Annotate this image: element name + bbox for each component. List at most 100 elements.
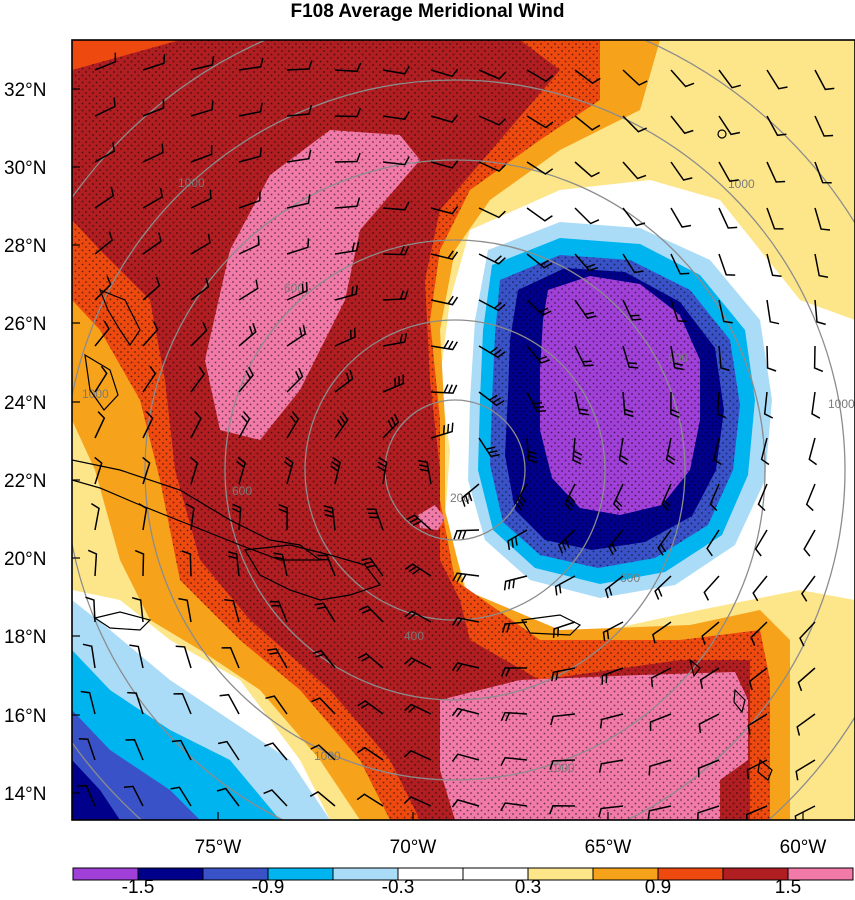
wind-barb: [278, 504, 288, 531]
southwest-negative-inner: [72, 710, 200, 820]
colorbar-label-1-5: 1.5: [775, 877, 801, 898]
colorbar: [72, 867, 854, 881]
wind-barb: [526, 207, 553, 222]
wind-barb: [648, 759, 672, 776]
wind-barb: [334, 412, 349, 439]
wind-barb: [814, 69, 835, 91]
wind-barb: [618, 437, 629, 465]
colorbar-label-neg-0-3: -0.3: [382, 877, 415, 898]
wind-barb: [766, 115, 787, 137]
wind-barb: [286, 60, 313, 71]
wind-barb: [478, 207, 506, 219]
coastline-lesser-antilles-a: [688, 658, 701, 678]
wind-barb: [238, 102, 263, 117]
wind-barb: [231, 503, 242, 531]
wind-barb: [501, 667, 527, 677]
colorbar-label-0-3: 0.3: [515, 877, 541, 898]
coastline-florida-keys: [84, 353, 119, 411]
coastline-bahamas: [98, 288, 141, 347]
wind-barb: [500, 711, 528, 722]
wind-barb: [181, 550, 192, 577]
wind-barb: [85, 596, 96, 623]
wind-barb: [709, 483, 720, 512]
wind-barb: [601, 667, 624, 685]
wind-barb: [94, 276, 112, 301]
wind-barb: [286, 105, 313, 117]
wind-barb: [622, 161, 647, 180]
wind-barb: [500, 802, 528, 812]
lat-label-24n: 24°N: [4, 393, 46, 414]
wind-barb: [451, 799, 480, 808]
axis-ticks: [72, 88, 804, 820]
wind-barb: [334, 107, 362, 118]
wind-barb: [478, 345, 506, 359]
wind-barb: [697, 759, 720, 778]
wind-barb: [185, 503, 195, 531]
wind-barb: [696, 805, 720, 820]
wind-barb: [766, 253, 782, 278]
wind-barb: [478, 161, 507, 172]
wind-barb: [766, 69, 788, 90]
wind-barb: [654, 575, 672, 600]
wind-barb: [131, 596, 144, 623]
wind-barb: [699, 667, 720, 689]
wind-barb: [382, 374, 405, 393]
wind-barb: [766, 345, 777, 372]
wind-barb: [701, 621, 720, 645]
wind-barbs: [77, 52, 835, 820]
wind-barb: [452, 572, 480, 583]
wind-barb: [406, 514, 432, 531]
wind-barb: [142, 54, 166, 71]
wind-barb: [657, 529, 672, 556]
wind-barb: [190, 55, 215, 71]
range-ring-600: [224, 239, 686, 701]
wind-barb: [227, 551, 240, 577]
wind-barb: [142, 99, 165, 117]
coastline-jamaica: [93, 611, 152, 631]
wind-barb: [799, 621, 816, 647]
coastlines: [72, 129, 773, 781]
wind-barb: [404, 610, 432, 623]
wind-barb: [77, 784, 96, 807]
wind-barb: [311, 697, 336, 715]
ring-label-1000-c: 1000: [82, 387, 109, 401]
lat-label-16n: 16°N: [4, 706, 46, 727]
wind-barb: [264, 742, 288, 761]
wind-barb: [526, 299, 552, 316]
wind-barb: [574, 115, 601, 131]
wind-barb: [526, 437, 538, 464]
wind-barb: [551, 667, 576, 682]
stippled-negative: [490, 255, 740, 568]
ring-label-600-a: 600: [284, 281, 304, 295]
wind-barb: [190, 411, 202, 439]
wind-barb: [310, 744, 336, 761]
wind-barb: [670, 69, 695, 88]
wind-barb: [698, 713, 720, 734]
wind-barb: [503, 575, 528, 591]
lon-label-70w: 70°W: [390, 837, 437, 858]
wind-barb: [622, 391, 634, 418]
wind-barb: [574, 253, 599, 272]
wind-barb: [750, 621, 768, 646]
wind-barb: [238, 235, 260, 255]
wind-barb: [334, 62, 362, 73]
wind-barb: [718, 299, 733, 324]
wind-barb: [323, 505, 336, 531]
wind-barb: [238, 191, 261, 209]
colorbar-labels: -1.5 -0.9 -0.3 0.3 0.9 1.5: [122, 877, 802, 898]
wind-barb: [622, 115, 647, 133]
wind-barb: [706, 529, 720, 557]
wind-barb: [314, 602, 336, 623]
wind-barb: [430, 68, 459, 78]
wind-barb: [754, 529, 768, 557]
wind-barb: [286, 149, 312, 163]
colorbar-label-0-9: 0.9: [645, 877, 671, 898]
wind-barb: [382, 156, 410, 166]
stippled-positive: [72, 40, 770, 820]
wind-barb: [190, 233, 211, 255]
wind-barb: [142, 321, 159, 347]
wind-barb: [403, 796, 432, 807]
wind-barb: [142, 187, 163, 209]
wind-barb: [766, 207, 784, 230]
